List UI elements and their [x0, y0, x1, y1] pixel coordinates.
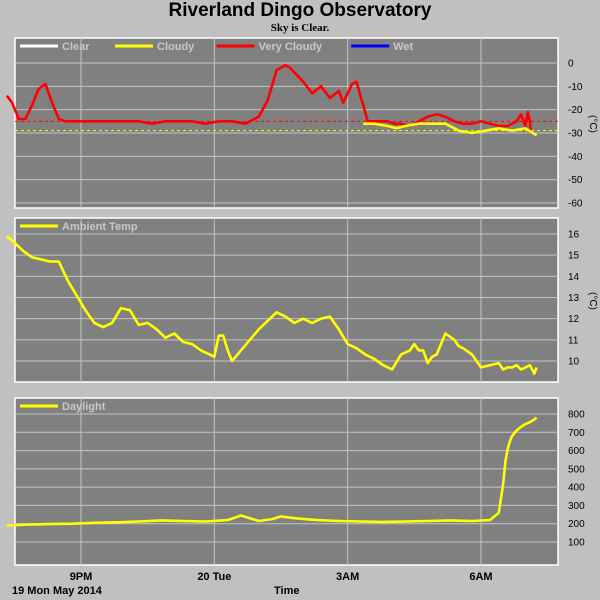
legend-label: Ambient Temp — [62, 221, 138, 233]
legend-label: Daylight — [62, 401, 106, 413]
y-unit-label: (°C) — [587, 115, 598, 133]
y-tick-label: 100 — [568, 538, 585, 549]
legend-label: Very Cloudy — [259, 41, 323, 53]
legend-label: Cloudy — [157, 41, 195, 53]
y-tick-label: 700 — [568, 428, 585, 439]
y-tick-label: -60 — [568, 199, 583, 210]
series-line — [6, 416, 538, 527]
y-tick-label: 400 — [568, 483, 585, 494]
page-title: Riverland Dingo Observatory — [168, 0, 432, 21]
y-tick-label: 200 — [568, 519, 585, 530]
x-tick-label: 9PM — [70, 571, 93, 583]
y-tick-label: 300 — [568, 501, 585, 512]
plot-area — [14, 217, 559, 383]
time-axis: 9PM 20 Tue 3AM 6AM — [70, 571, 493, 583]
y-tick-label: 14 — [568, 272, 580, 283]
y-tick-label: -10 — [568, 82, 583, 93]
y-tick-label: -30 — [568, 129, 583, 140]
series-line — [5, 64, 533, 134]
series-line — [5, 235, 538, 376]
x-tick-label: 3AM — [336, 571, 359, 583]
y-tick-label: 0 — [568, 59, 574, 70]
date-label: 19 Mon May 2014 — [12, 585, 103, 597]
y-tick-label: -50 — [568, 175, 583, 186]
y-tick-label: 600 — [568, 446, 585, 457]
legend-label: Wet — [393, 41, 413, 53]
plot-area — [14, 397, 559, 566]
y-tick-label: 800 — [568, 410, 585, 421]
daylight-panel: 100 200 300 400 500 600 700 800 Daylight — [6, 397, 585, 566]
y-tick-label: 13 — [568, 293, 580, 304]
x-tick-label: 6AM — [469, 571, 492, 583]
sky-temperature-panel: 0 -10 -20 -30 -40 -50 -60 (°C) Clear Cloudy Very C… — [5, 37, 598, 210]
y-tick-label: 12 — [568, 314, 580, 325]
y-unit-label: (°C) — [587, 292, 598, 310]
y-tick-label: -20 — [568, 105, 583, 116]
y-tick-label: -40 — [568, 152, 583, 163]
x-tick-label: 20 Tue — [197, 571, 231, 583]
x-axis-label: Time — [274, 585, 299, 597]
y-tick-label: 11 — [568, 335, 579, 346]
y-tick-label: 10 — [568, 357, 580, 368]
y-tick-label: 500 — [568, 464, 585, 475]
y-tick-label: 16 — [568, 230, 580, 241]
legend-label: Clear — [62, 41, 90, 53]
y-tick-label: 15 — [568, 251, 580, 262]
series-line — [363, 122, 538, 137]
ambient-temperature-panel: 10 11 12 13 14 15 16 (°C) Ambient Temp — [5, 217, 598, 383]
sky-status-subtitle: Sky is Clear. — [270, 22, 330, 34]
